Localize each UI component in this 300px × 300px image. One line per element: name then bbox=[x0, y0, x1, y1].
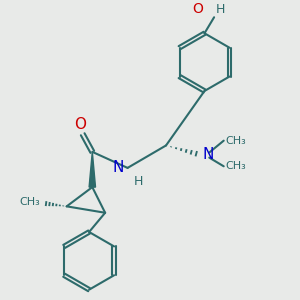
Text: O: O bbox=[192, 2, 203, 16]
Text: O: O bbox=[74, 117, 86, 132]
Text: H: H bbox=[216, 3, 225, 16]
Text: N: N bbox=[112, 160, 124, 175]
Text: N: N bbox=[203, 147, 214, 162]
Text: CH₃: CH₃ bbox=[225, 161, 246, 171]
Text: CH₃: CH₃ bbox=[225, 136, 246, 146]
Text: CH₃: CH₃ bbox=[19, 197, 40, 207]
Polygon shape bbox=[89, 152, 95, 187]
Text: H: H bbox=[133, 175, 143, 188]
